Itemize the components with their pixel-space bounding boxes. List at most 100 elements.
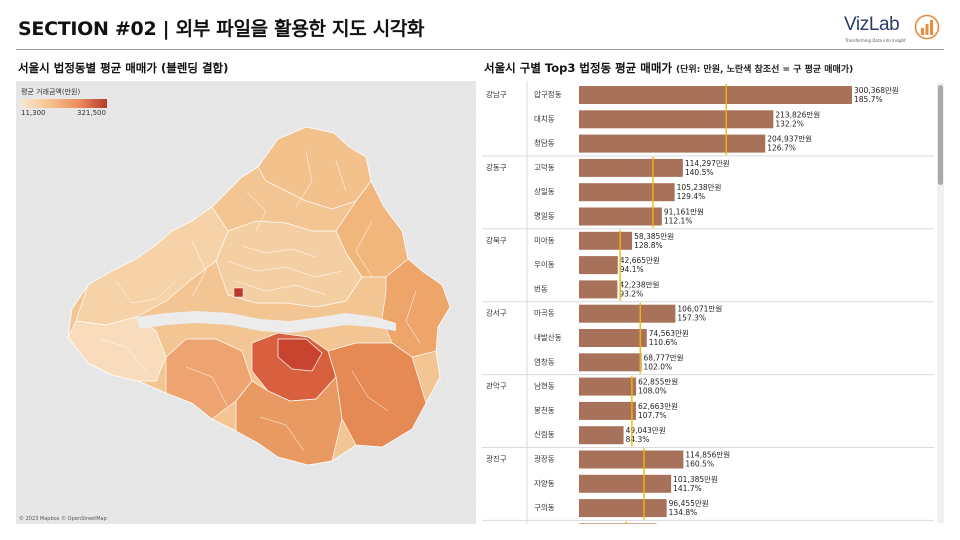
bar-chart-logo-icon	[914, 14, 940, 40]
bar-value-label: 114,297만원	[685, 159, 730, 168]
bar	[579, 304, 676, 323]
dong-label: 미아동	[534, 235, 555, 245]
bar-value-label: 106,071만원	[677, 305, 722, 314]
dong-label: 우이동	[534, 259, 555, 269]
dong-label: 압구정동	[534, 89, 562, 99]
map-region-gangnam-core	[277, 338, 323, 372]
bar-value-label: 96,455만원	[669, 499, 709, 508]
bar-value-label: 204,937만원	[767, 135, 812, 144]
map-legend: 평균 거래금액(만원) 11,300 321,500	[21, 87, 111, 117]
bar-pct-label: 94.1%	[620, 265, 644, 274]
page-title: SECTION #02 | 외부 파일을 활용한 지도 시각화	[18, 18, 425, 40]
bar	[579, 86, 852, 104]
map-region-northeast	[335, 180, 409, 278]
chart-title-text: 서울시 구별 Top3 법정동 평균 매매가	[484, 61, 673, 75]
dong-label: 자양동	[534, 479, 555, 488]
dong-label: 마곡동	[534, 309, 555, 318]
gu-label: 강서구	[486, 308, 507, 318]
bar	[579, 256, 618, 275]
bar-pct-label: 132.2%	[775, 119, 804, 128]
dong-label: 봉천동	[534, 405, 555, 415]
map-region-east	[381, 258, 451, 358]
dong-label: 상일동	[534, 186, 555, 196]
seoul-choropleth-map[interactable]: 평균 거래금액(만원) 11,300 321,500 © 2023 Mapbox…	[16, 81, 476, 524]
bar	[579, 134, 766, 153]
map-region-center	[215, 220, 363, 308]
dong-label: 대치동	[534, 114, 555, 123]
bar	[579, 499, 667, 518]
bar	[579, 110, 774, 129]
legend-max-label: 321,500	[77, 109, 106, 117]
bar	[579, 158, 683, 177]
map-panel-title: 서울시 법정동별 평균 매매가 (블렌딩 결합)	[18, 61, 229, 75]
bar	[579, 401, 636, 420]
gu-label: 강남구	[486, 89, 507, 99]
bar-pct-label: 129.4%	[677, 192, 706, 201]
map-region-river	[136, 311, 396, 333]
legend-color-ramp	[21, 99, 107, 108]
dong-label: 번동	[534, 284, 548, 293]
bar-value-label: 62,855만원	[638, 378, 678, 387]
chart-scrollbar-thumb[interactable]	[938, 85, 943, 185]
bar-pct-label: 126.7%	[767, 144, 796, 153]
dong-label: 청담동	[534, 138, 555, 148]
gu-label: 강북구	[486, 235, 507, 245]
bar-pct-label: 134.8%	[669, 508, 698, 517]
dong-label: 남현동	[534, 382, 555, 391]
bar	[579, 474, 672, 493]
bar	[579, 183, 675, 202]
map-canvas[interactable]	[16, 81, 476, 524]
bar-pct-label: 141.7%	[673, 484, 702, 493]
logo-tagline: Transforming Data into Insight	[845, 38, 906, 43]
bar-value-label: 62,663만원	[638, 402, 678, 411]
bar	[579, 280, 618, 299]
bar-value-label: 213,826만원	[775, 110, 820, 119]
bar-value-label: 49,043만원	[626, 426, 666, 435]
bar	[579, 231, 633, 250]
vizlab-logo: VizLab Transforming Data into Insight	[844, 12, 940, 50]
bar-pct-label: 108.0%	[638, 387, 667, 396]
bar-value-label: 68,777만원	[644, 353, 684, 362]
gu-label: 관악구	[486, 381, 507, 391]
bar-value-label: 300,368만원	[854, 86, 899, 95]
bar-pct-label: 128.8%	[634, 241, 663, 250]
dong-label: 고덕동	[534, 162, 555, 172]
bar-pct-label: 185.7%	[854, 95, 883, 104]
map-region-hotspot	[233, 287, 244, 298]
district-borders	[99, 150, 421, 452]
chart-scrollbar-track[interactable]	[937, 83, 944, 523]
bar-value-label: 114,856만원	[685, 451, 730, 460]
bar	[579, 207, 662, 226]
bar	[579, 353, 642, 372]
chart-panel-title: 서울시 구별 Top3 법정동 평균 매매가 (단위: 만원, 노란색 참조선 …	[484, 60, 853, 76]
map-region-south	[235, 376, 343, 466]
bar-pct-label: 102.0%	[644, 362, 673, 371]
legend-min-label: 11,300	[21, 109, 46, 117]
top3-bar-chart[interactable]: 강남구 압구정동 300,368만원 185.7% 대치동 213,826만원 132.2%…	[482, 81, 944, 524]
bar-value-label: 58,385만원	[634, 232, 674, 241]
dong-label: 광장동	[534, 454, 555, 464]
bar-pct-label: 160.5%	[685, 460, 714, 469]
bar	[579, 450, 684, 469]
bar-value-label: 42,665만원	[620, 256, 660, 265]
dong-label: 구의동	[534, 502, 555, 512]
bar-value-label: 74,563만원	[649, 329, 689, 338]
bar-pct-label: 107.7%	[638, 411, 667, 420]
bar	[579, 329, 647, 347]
bar-pct-label: 157.3%	[677, 314, 706, 323]
bar	[579, 377, 637, 396]
bar	[579, 426, 624, 445]
dong-label: 명일동	[534, 211, 555, 221]
bar-value-label: 85,332만원	[659, 523, 699, 524]
gu-label: 강동구	[486, 162, 507, 172]
logo-text: VizLab	[844, 14, 900, 35]
dong-label: 신림동	[534, 430, 555, 439]
bar-value-label: 105,238만원	[677, 183, 722, 192]
legend-title: 평균 거래금액(만원)	[21, 88, 81, 96]
bar	[579, 523, 657, 524]
bar-pct-label: 84.3%	[626, 435, 650, 444]
bar-pct-label: 110.6%	[649, 338, 678, 347]
bar-value-label: 42,238만원	[619, 280, 659, 289]
dong-label: 내발산동	[534, 332, 562, 342]
